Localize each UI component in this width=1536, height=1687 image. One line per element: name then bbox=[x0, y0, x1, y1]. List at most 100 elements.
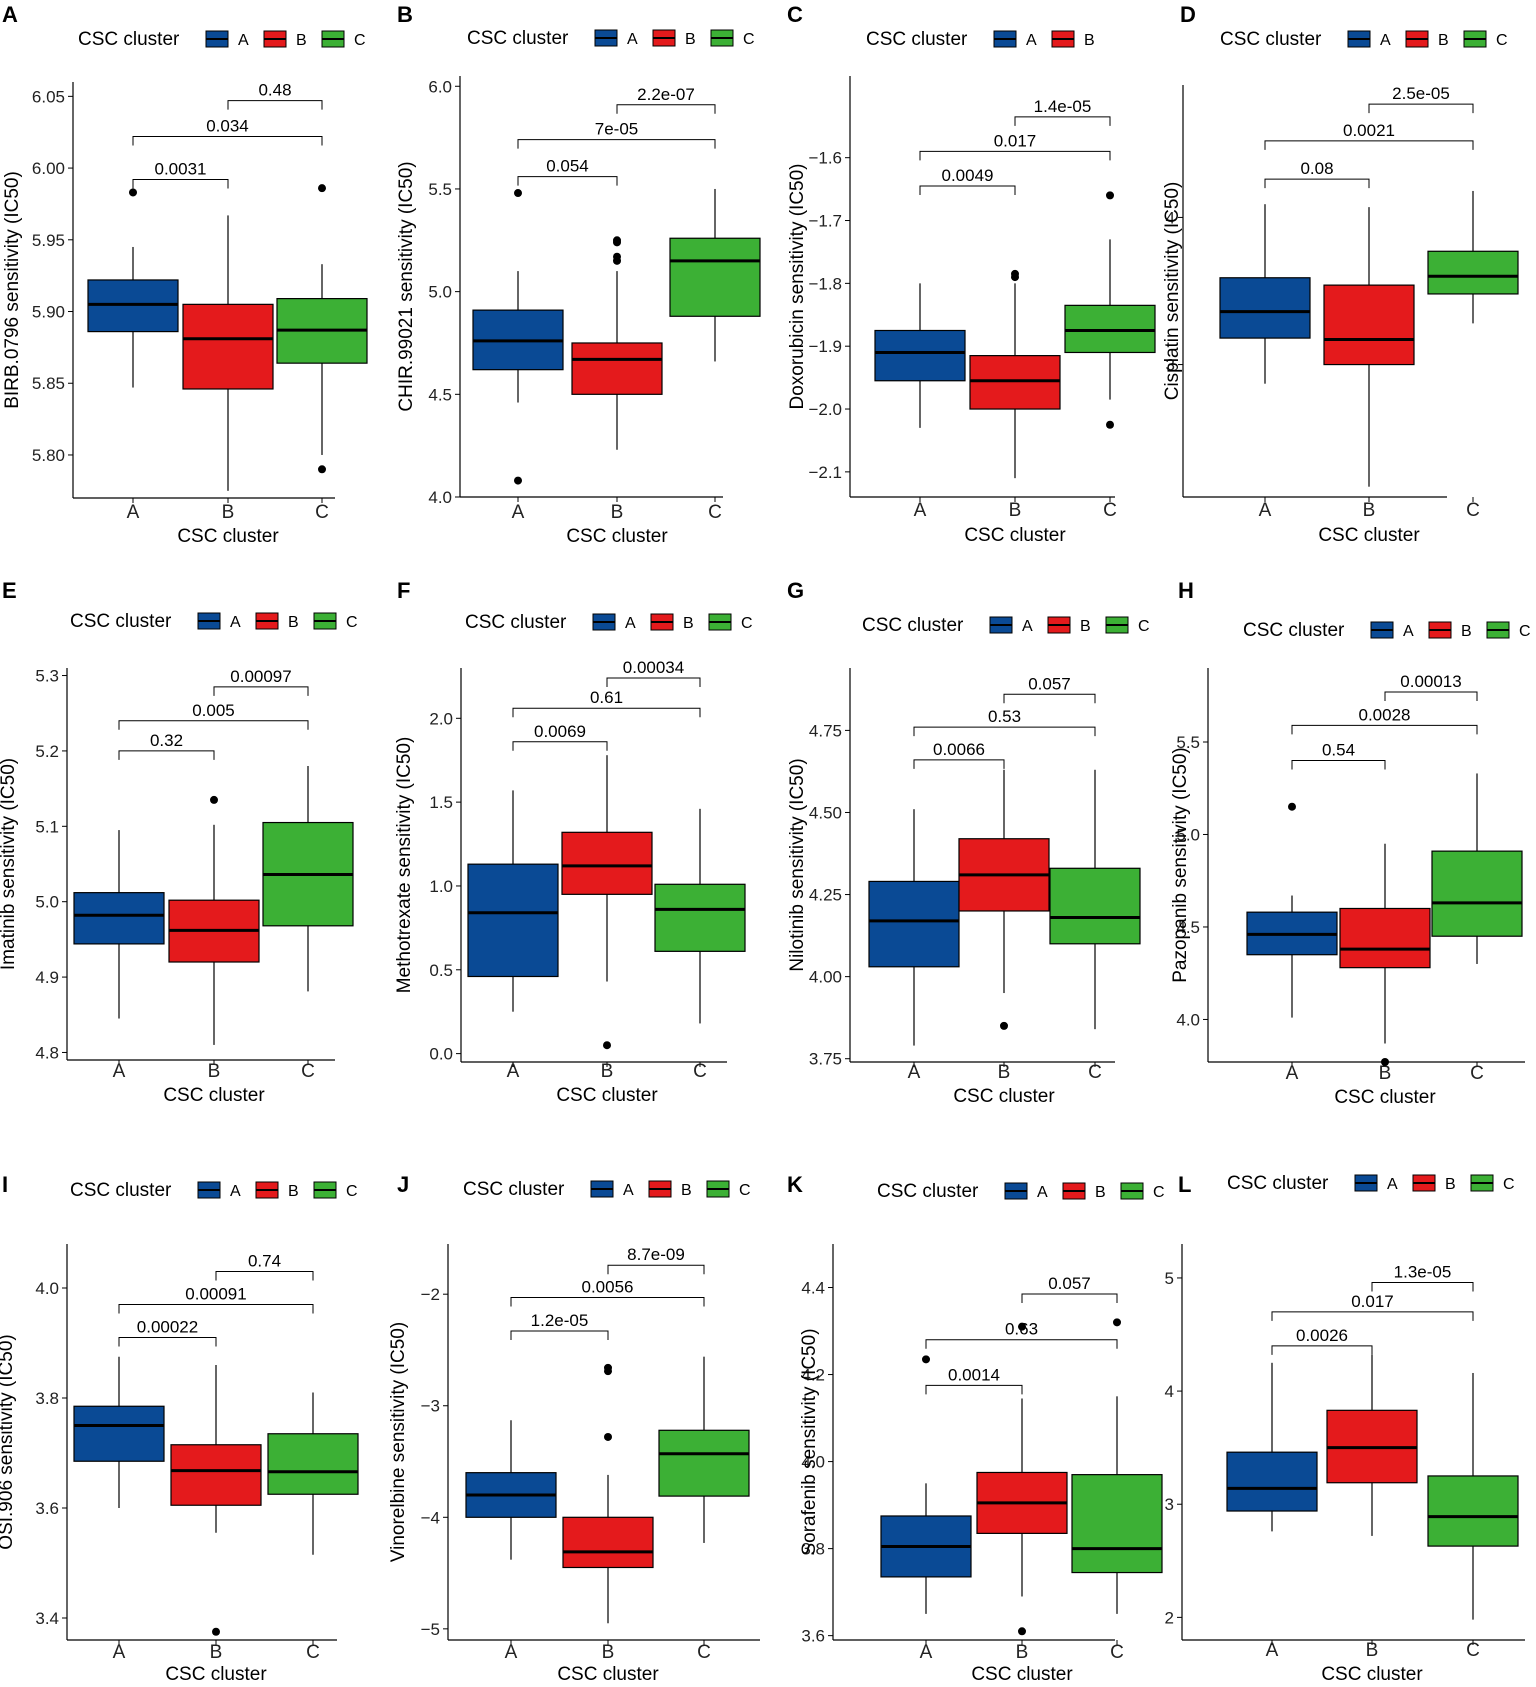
box-a bbox=[880, 1355, 972, 1614]
y-tick-label: 3.75 bbox=[809, 1050, 842, 1069]
legend-key-a: A bbox=[1354, 1174, 1398, 1193]
y-tick-label: 2.0 bbox=[429, 709, 453, 728]
legend-title: CSC cluster bbox=[70, 1180, 172, 1201]
bracket-line bbox=[919, 185, 1016, 195]
legend-key-c: C bbox=[1120, 1182, 1165, 1201]
p-value-label: 1.4e-05 bbox=[1034, 97, 1092, 116]
comparison-bracket: 0.0031 bbox=[132, 160, 229, 189]
p-value-label: 0.00022 bbox=[137, 1318, 198, 1337]
p-value-label: 0.0021 bbox=[1343, 121, 1395, 140]
x-tick-label: A bbox=[512, 502, 525, 523]
p-value-label: 0.00091 bbox=[185, 1285, 246, 1304]
legend-label: A bbox=[1022, 618, 1033, 635]
x-tick-label: A bbox=[914, 500, 927, 521]
legend-label: B bbox=[1095, 1184, 1106, 1201]
p-value-label: 0.00034 bbox=[623, 658, 684, 677]
y-tick-label: 4.2 bbox=[801, 1366, 825, 1385]
p-value-label: 1.3e-05 bbox=[1394, 1262, 1452, 1281]
y-tick-label: 4.0 bbox=[35, 1279, 59, 1298]
panel-letter: I bbox=[2, 1172, 8, 1197]
legend-key-c: C bbox=[1470, 1174, 1515, 1193]
x-tick-label: A bbox=[505, 1642, 518, 1663]
box-iqr bbox=[73, 1405, 165, 1462]
y-tick-label: 5.3 bbox=[35, 667, 59, 686]
outlier-point bbox=[613, 238, 621, 247]
box-b bbox=[969, 269, 1061, 479]
y-tick-label: 4.9 bbox=[35, 968, 59, 987]
legend-label: C bbox=[1503, 1176, 1515, 1193]
x-axis-title: CSC cluster bbox=[557, 1664, 659, 1685]
y-tick-label: 4.0 bbox=[801, 1453, 825, 1472]
comparison-bracket: 0.0049 bbox=[919, 166, 1016, 195]
x-tick-label: A bbox=[113, 1061, 126, 1082]
panel-letter: J bbox=[397, 1172, 409, 1197]
panel-letter: C bbox=[787, 2, 803, 27]
p-value-label: 0.0031 bbox=[155, 160, 207, 179]
bracket-line bbox=[1014, 116, 1111, 126]
box-iqr bbox=[1323, 284, 1415, 366]
y-tick-label: −2 bbox=[421, 1285, 440, 1304]
x-tick-label: A bbox=[1286, 1063, 1299, 1084]
bracket-line bbox=[517, 176, 618, 186]
y-tick-label: 4.0 bbox=[1176, 1010, 1200, 1029]
x-tick-label: C bbox=[1103, 500, 1117, 521]
x-tick-label: A bbox=[113, 1642, 126, 1663]
outlier-point bbox=[1288, 802, 1296, 811]
y-tick-label: 4.75 bbox=[809, 721, 842, 740]
y-tick-label: −1.8 bbox=[808, 274, 842, 293]
bracket-line bbox=[607, 1264, 705, 1275]
y-tick-label: 2 bbox=[1165, 1608, 1174, 1627]
y-axis-title: Vinorelbine sensitivity (IC50) bbox=[388, 1322, 409, 1562]
comparison-bracket: 7e-05 bbox=[517, 120, 716, 149]
box-iqr bbox=[1339, 907, 1431, 969]
p-value-label: 0.0028 bbox=[1359, 705, 1411, 724]
box-iqr bbox=[1064, 304, 1156, 354]
panel-letter: L bbox=[1178, 1172, 1191, 1197]
box-a bbox=[472, 189, 564, 485]
legend-title: CSC cluster bbox=[465, 612, 567, 633]
outlier-point bbox=[1018, 1322, 1026, 1331]
legend-key-c: C bbox=[708, 613, 753, 632]
legend-title: CSC cluster bbox=[866, 29, 968, 50]
legend-label: A bbox=[1026, 32, 1037, 49]
legend-key-c: C bbox=[1486, 621, 1531, 640]
outlier-point bbox=[212, 1627, 220, 1636]
comparison-bracket: 1.2e-05 bbox=[510, 1311, 609, 1341]
panel-letter: A bbox=[2, 2, 18, 27]
legend-title: CSC cluster bbox=[862, 615, 964, 636]
x-tick-label: B bbox=[998, 1062, 1011, 1083]
box-iqr bbox=[571, 342, 663, 395]
bracket-line bbox=[512, 707, 701, 718]
p-value-label: 0.054 bbox=[546, 157, 589, 176]
bracket-line bbox=[1264, 140, 1474, 150]
comparison-bracket: 0.48 bbox=[227, 81, 323, 110]
p-value-label: 0.0014 bbox=[948, 1365, 1000, 1384]
box-a bbox=[87, 188, 179, 388]
box-iqr bbox=[654, 883, 746, 952]
comparison-bracket: 0.0021 bbox=[1264, 121, 1474, 150]
p-value-label: 0.0066 bbox=[933, 740, 985, 759]
legend-title: CSC cluster bbox=[1227, 1173, 1329, 1194]
panel-i: I CSC cluster A B C 3.4 3.6 3.8 4.0 A B C CSC cluste… bbox=[0, 1172, 359, 1685]
bracket-line bbox=[606, 677, 701, 688]
legend-key-b: B bbox=[1412, 1174, 1456, 1193]
y-axis-title: BIRB.0796 sensitivity (IC50) bbox=[2, 171, 23, 409]
y-tick-label: 4.8 bbox=[35, 1043, 59, 1062]
box-b bbox=[1323, 207, 1415, 487]
box-iqr bbox=[1431, 850, 1523, 937]
x-axis-title: CSC cluster bbox=[964, 525, 1066, 546]
legend-key-c: C bbox=[1105, 616, 1150, 635]
y-tick-label: 0.5 bbox=[429, 961, 453, 980]
x-tick-label: A bbox=[1259, 500, 1272, 521]
p-value-label: 2.2e-07 bbox=[637, 85, 695, 104]
panel-l: L CSC cluster A B C 2 3 4 5 A B C CSC cluster 0.00260… bbox=[1165, 1172, 1525, 1685]
bracket-line bbox=[1003, 693, 1096, 704]
bracket-line bbox=[1291, 724, 1478, 735]
legend-label: B bbox=[685, 31, 696, 48]
legend-label: A bbox=[623, 1182, 634, 1199]
comparison-bracket: 0.61 bbox=[512, 688, 701, 718]
comparison-bracket: 0.74 bbox=[215, 1252, 314, 1281]
box-c bbox=[654, 808, 746, 1024]
p-value-label: 0.32 bbox=[150, 731, 183, 750]
box-b bbox=[976, 1322, 1068, 1636]
